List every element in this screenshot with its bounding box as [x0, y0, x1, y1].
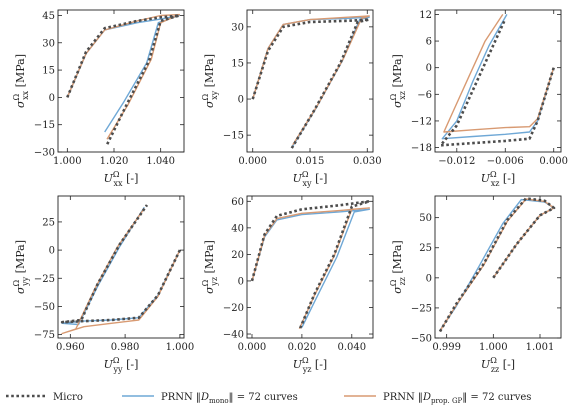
- x-tick-label: −0.006: [487, 156, 524, 167]
- y-tick-label: −50: [34, 302, 55, 313]
- y-axis-label: σΩyz [MPa]: [201, 240, 219, 294]
- y-tick-label: −75: [34, 330, 55, 341]
- series-micro-line: [438, 197, 556, 333]
- series-prnn-prop-line: [252, 15, 370, 146]
- x-tick-label: 0.015: [296, 156, 325, 167]
- series-prnn-mono-line: [251, 208, 370, 328]
- series-prnn-mono-line: [66, 14, 181, 133]
- y-axis-label: σΩxy [MPa]: [201, 54, 219, 108]
- subplot-3: −0.012 −0.006 0.000 −18 −12 −6 0 6 12 UΩ xz [-] σΩx…: [389, 9, 568, 188]
- axes-frame: [57, 9, 185, 153]
- axes-frame: [434, 195, 562, 339]
- y-tick-label: −50: [411, 334, 432, 345]
- y-tick-label: 6: [426, 37, 432, 48]
- series-micro-line: [439, 18, 555, 147]
- y-tick-label: −25: [411, 303, 432, 314]
- y-tick-label: 20: [231, 250, 244, 261]
- x-tick-label: 0.040: [337, 342, 366, 353]
- x-tick-label: 0.980: [111, 342, 140, 353]
- subplot-5: 0.000 0.020 0.040 −40 −20 0 20 40 60 UΩ yz [-] σΩyz…: [201, 195, 374, 374]
- x-tick-label: 1.000: [53, 156, 82, 167]
- x-tick-label: 0.999: [432, 342, 461, 353]
- y-tick-label: −15: [34, 120, 55, 131]
- y-tick-label: 40: [231, 223, 244, 234]
- x-axis-label: UΩ yy [-]: [104, 356, 139, 374]
- y-axis-label: σΩzz [MPa]: [389, 240, 407, 293]
- x-axis-label: UΩ zz [-]: [481, 356, 515, 374]
- y-tick-label: 30: [42, 38, 55, 49]
- x-tick-label: 0.000: [238, 156, 267, 167]
- series-prnn-mono-line: [441, 14, 555, 140]
- legend-label-prnn-prop: PRNN ‖Dprop. GP‖ = 72 curves: [383, 392, 531, 405]
- x-tick-label: −0.012: [438, 156, 475, 167]
- subplot-1: 1.000 1.020 1.040 −30 −15 0 15 30 45 UΩ xx [-] σΩxx…: [12, 9, 185, 188]
- legend-label-prnn-mono: PRNN ‖Dmono‖ = 72 curves: [161, 392, 298, 405]
- series-micro-line: [60, 204, 182, 324]
- x-axis-label: UΩ xy [-]: [293, 170, 328, 188]
- x-axis-label: UΩ xz [-]: [481, 170, 515, 188]
- subplot-6: 0.999 1.000 1.001 −50 −25 0 25 50 UΩ zz [-] σΩzz […: [389, 195, 562, 374]
- legend: Micro PRNN ‖Dmono‖ = 72 curves PRNN ‖Dprop…: [6, 392, 531, 405]
- x-tick-label: 1.040: [146, 156, 175, 167]
- y-tick-label: 45: [42, 11, 55, 22]
- x-tick-label: 1.000: [479, 342, 508, 353]
- series-micro-line: [66, 14, 181, 146]
- series-prnn-prop-line: [61, 208, 181, 335]
- y-tick-label: 25: [42, 217, 55, 228]
- y-tick-label: 12: [419, 10, 432, 21]
- x-tick-label: 0.020: [288, 342, 317, 353]
- series-prnn-mono-line: [61, 206, 181, 326]
- x-tick-label: 0.960: [56, 342, 85, 353]
- y-tick-label: 15: [231, 58, 244, 69]
- y-tick-label: 0: [238, 95, 244, 106]
- y-tick-label: 0: [426, 273, 432, 284]
- x-tick-label: 0.000: [238, 342, 267, 353]
- y-tick-label: −6: [417, 90, 432, 101]
- y-axis-label: σΩxz [MPa]: [389, 54, 407, 108]
- x-axis-label: UΩ xx [-]: [104, 170, 139, 188]
- y-tick-label: −20: [223, 303, 244, 314]
- y-tick-label: −40: [223, 330, 244, 341]
- x-tick-label: 0.030: [353, 156, 382, 167]
- y-tick-label: 50: [419, 213, 432, 224]
- axes-frame: [246, 195, 374, 339]
- axes-frame: [434, 9, 562, 153]
- x-tick-label: 1.020: [100, 156, 129, 167]
- y-tick-label: −30: [34, 148, 55, 159]
- y-tick-label: 15: [42, 66, 55, 77]
- y-tick-label: 0: [426, 63, 432, 74]
- series-micro-line: [251, 18, 371, 151]
- x-axis-label: UΩ yz [-]: [293, 356, 327, 374]
- axes-frame: [57, 195, 185, 339]
- y-tick-label: 0: [49, 93, 55, 104]
- legend-label-micro: Micro: [53, 392, 83, 403]
- x-tick-label: 0.000: [539, 156, 568, 167]
- subplot-4: 0.960 0.980 1.000 −75 −50 −25 0 25 UΩ yy [-] σΩyy …: [12, 195, 195, 374]
- y-tick-label: 25: [419, 243, 432, 254]
- subplot-2: 0.000 0.015 0.030 −15 0 15 30 UΩ xy [-] σΩxy [MPa…: [201, 9, 382, 188]
- y-axis-label: σΩyy [MPa]: [12, 240, 30, 294]
- y-tick-label: −18: [411, 143, 432, 154]
- y-tick-label: 0: [49, 246, 55, 257]
- x-tick-label: 1.001: [526, 342, 555, 353]
- y-tick-label: −25: [34, 274, 55, 285]
- x-tick-label: 1.000: [166, 342, 195, 353]
- y-tick-label: −15: [223, 131, 244, 142]
- series-prnn-prop-line: [66, 13, 181, 140]
- y-tick-label: 30: [231, 22, 244, 33]
- y-tick-label: 0: [238, 276, 244, 287]
- y-tick-label: −12: [411, 116, 432, 127]
- y-tick-label: 60: [231, 197, 244, 208]
- y-axis-label: σΩxx [MPa]: [12, 54, 30, 108]
- series-micro-line: [250, 200, 371, 331]
- series-prnn-prop-line: [443, 14, 555, 133]
